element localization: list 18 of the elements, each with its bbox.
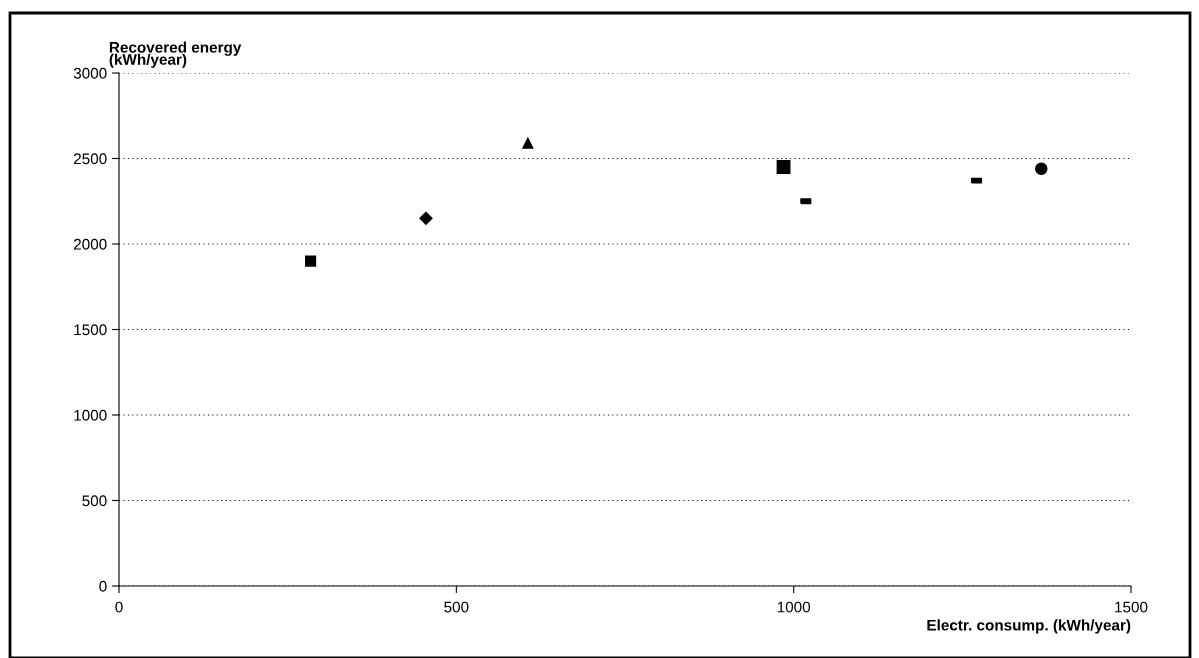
x-axis-title: Electr. consump. (kWh/year) [927, 619, 1131, 634]
point [1035, 162, 1048, 176]
x-tick-label: 1500 [1115, 601, 1148, 613]
y-tick-label: 1000 [74, 409, 107, 421]
y-tick-label: 0 [99, 580, 107, 592]
x-tick-label: 1000 [777, 601, 811, 613]
y-tick-label: 500 [82, 495, 107, 507]
y-tick-label: 3000 [73, 67, 107, 79]
y-tick-label: 1500 [74, 324, 107, 336]
point [305, 255, 317, 267]
point [522, 137, 534, 149]
y-axis-title: Recovered energy (kWh/year) [109, 41, 242, 68]
x-tick-label: 500 [444, 601, 469, 613]
y-tick-label: 2500 [73, 153, 107, 165]
point [776, 160, 791, 174]
x-tick-label: 0 [115, 601, 123, 613]
y-tick-label: 2000 [73, 238, 107, 250]
point [419, 211, 433, 225]
